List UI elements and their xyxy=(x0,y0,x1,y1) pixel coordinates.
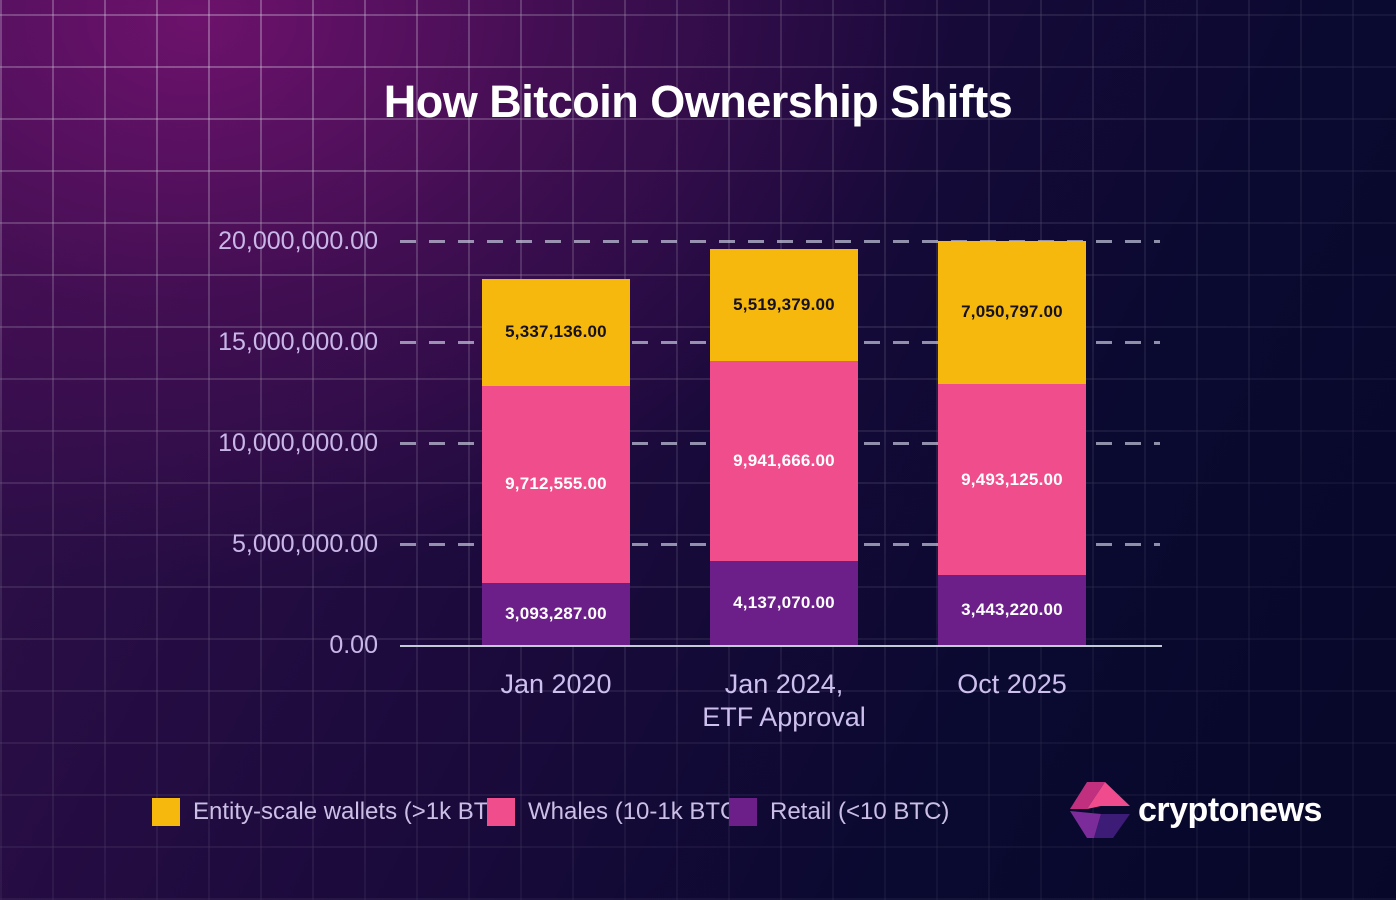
bar-value-label: 7,050,797.00 xyxy=(961,302,1063,322)
bar-value-label: 4,137,070.00 xyxy=(733,593,835,613)
bar-segment-retail: 3,443,220.00 xyxy=(938,575,1086,645)
bar-segment-entity: 5,519,379.00 xyxy=(710,249,858,361)
legend-label-whales: Whales (10-1k BTC) xyxy=(528,798,746,825)
bar-value-label: 9,941,666.00 xyxy=(733,451,835,471)
bar-value-label: 5,337,136.00 xyxy=(505,322,607,342)
bar-value-label: 3,093,287.00 xyxy=(505,603,607,623)
chart-title: How Bitcoin Ownership Shifts xyxy=(383,76,1013,127)
bar-segment-whales: 9,941,666.00 xyxy=(710,360,858,562)
y-axis-tick-label: 5,000,000.00 xyxy=(232,530,378,558)
legend-item-retail: Retail (<10 BTC) xyxy=(729,798,949,826)
bar-value-label: 9,493,125.00 xyxy=(961,469,1063,489)
brand-logo: cryptonews xyxy=(1068,778,1322,842)
x-axis-label: Oct 2025 xyxy=(957,669,1067,699)
bar-value-label: 5,519,379.00 xyxy=(733,294,835,314)
x-axis-label: Jan 2020 xyxy=(500,669,612,699)
y-axis-tick-label: 20,000,000.00 xyxy=(218,227,378,255)
bar-value-label: 3,443,220.00 xyxy=(961,600,1063,620)
brand-wordmark: cryptonews xyxy=(1138,790,1322,829)
legend-label-entity: Entity-scale wallets (>1k BTC) xyxy=(193,798,514,825)
x-axis-label: Jan 2024, ETF Approval xyxy=(702,669,866,732)
legend-swatch-whales xyxy=(487,798,515,826)
bar-segment-entity: 7,050,797.00 xyxy=(938,241,1086,384)
y-axis-tick-label: 10,000,000.00 xyxy=(218,429,378,457)
bar-segment-retail: 4,137,070.00 xyxy=(710,561,858,645)
y-axis-tick-label: 15,000,000.00 xyxy=(218,328,378,356)
y-axis-tick-label: 0.00 xyxy=(329,631,378,659)
legend-label-retail: Retail (<10 BTC) xyxy=(770,798,950,825)
bar-segment-entity: 5,337,136.00 xyxy=(482,278,630,387)
cryptonews-hexagon-icon xyxy=(1070,782,1130,838)
bar-segment-whales: 9,493,125.00 xyxy=(938,383,1086,576)
legend-item-whales: Whales (10-1k BTC) xyxy=(487,798,745,826)
gridline-dashed xyxy=(400,240,1160,243)
legend-swatch-entity xyxy=(152,798,180,826)
x-axis-line xyxy=(400,645,1162,647)
bar-value-label: 9,712,555.00 xyxy=(505,474,607,494)
bar-segment-whales: 9,712,555.00 xyxy=(482,386,630,583)
bar-segment-retail: 3,093,287.00 xyxy=(482,582,630,645)
legend-item-entity: Entity-scale wallets (>1k BTC) xyxy=(152,798,514,826)
legend-swatch-retail xyxy=(729,798,757,826)
